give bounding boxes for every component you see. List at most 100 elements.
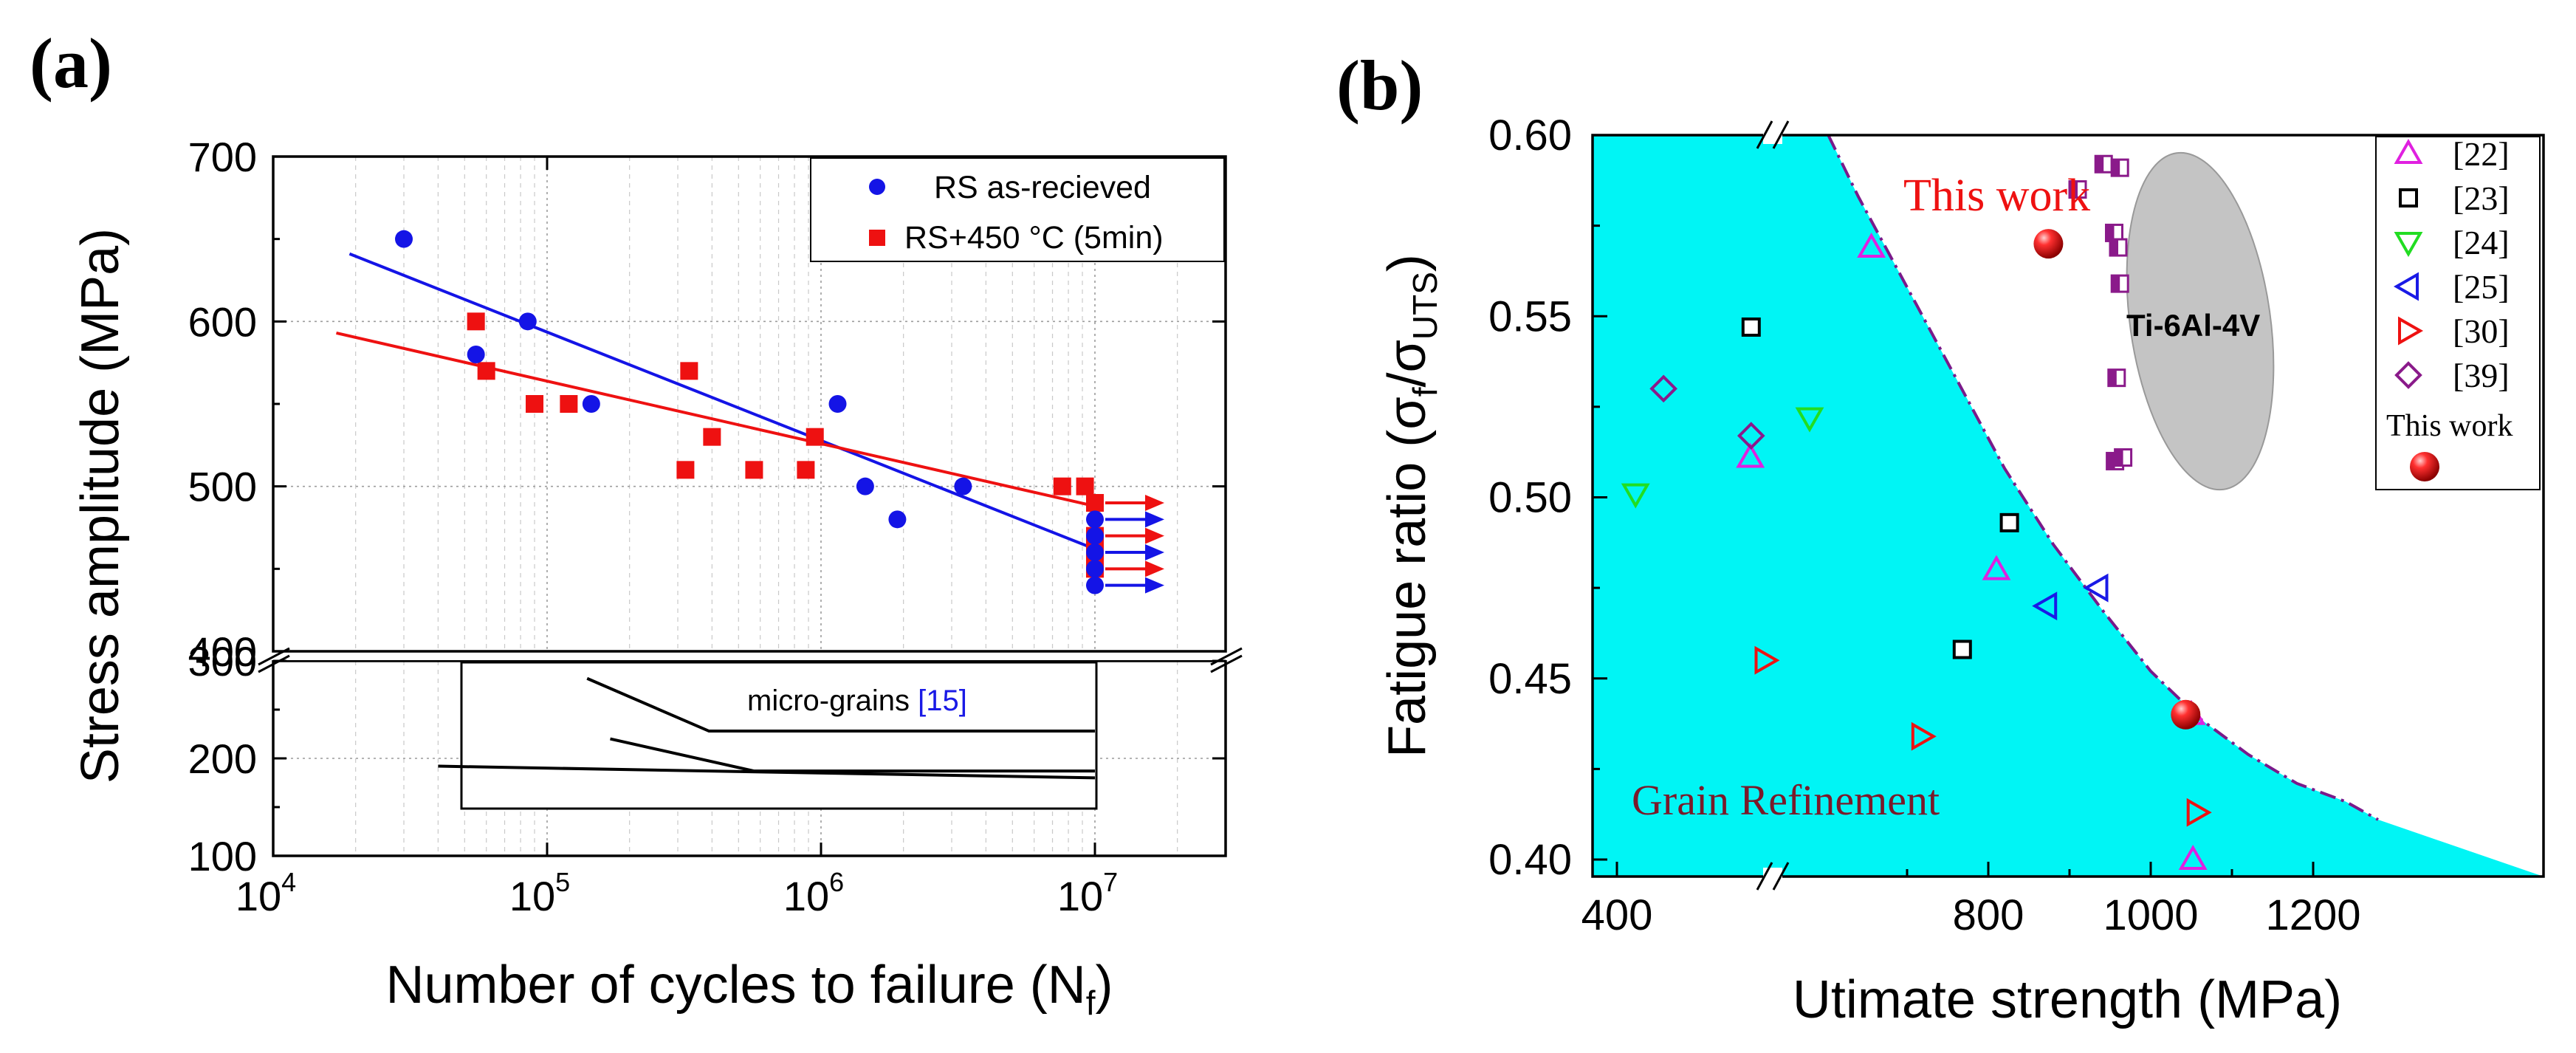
panel-b-label: (b) [1336,46,1423,125]
point-39 [1649,374,1677,403]
panel-a-xlabel-main: Number of cycles to failure (N [385,956,1085,1015]
point-this-work [2171,699,2201,730]
legend-marker-30 [2398,316,2424,346]
inset-label-text: micro-grains [747,685,910,717]
point-39 [1737,422,1765,450]
panel-b-ylabel-slash: /σ [1378,340,1437,387]
panel-b-xbreak-mark-1 [1756,862,1773,891]
ytick-label: 100 [188,833,257,879]
point-rs-450 [797,461,815,479]
xtick-label: 800 [1953,891,2024,939]
panel-b-ylabel-sub-uts: UTS [1406,272,1444,340]
ytick-label: 500 [188,464,257,510]
point-rs-450 [1076,477,1094,495]
point-rs-450 [806,428,824,446]
point-rs-450 [1085,494,1104,512]
panel-b-ticks [1593,134,2315,877]
panel-a-legend: RS as-recieved RS+450 °C (5min) [810,157,1225,262]
point-rs-450 [477,362,495,380]
half-square-fill [2106,224,2115,241]
xtick-label: 106 [783,867,844,919]
legend-label-this-work: This work [2386,409,2513,443]
point-rs-450 [745,461,763,479]
panel-b-ylabel-close: ) [1378,254,1437,272]
panel-a-label: (a) [30,24,112,103]
legend-label-39: [39] [2453,357,2510,394]
panel-b-frame [1591,134,2545,878]
panel-a-runout-arrows [1105,495,1164,594]
panel-a-xlabel: Number of cycles to failure (Nf) [385,956,1113,1022]
panel-b-tick-labels: 0.40 0.45 0.50 0.55 0.60 400 800 1000 1200 [1488,112,2360,939]
boundary-curve [1827,134,2379,821]
half-square-fill [2070,181,2078,198]
runout-arrow-head [1144,577,1164,594]
panel-a-data-points [395,230,1104,594]
point-rs-450 [1053,477,1071,495]
point-ti-6al-4v [2109,238,2128,257]
point-24 [1621,483,1650,509]
ytick-label: 200 [188,735,257,782]
panel-a-fit-lines [336,252,1096,551]
point-22 [1857,233,1886,258]
runout-arrow-head [1144,560,1164,577]
xtick-label-base: 10 [509,873,555,919]
ytick-label: 0.45 [1488,655,1572,703]
shaded-region [1593,135,2544,877]
legend-label-22: [22] [2453,135,2510,173]
point-30 [2186,798,2212,827]
inset-line [438,764,1096,780]
half-square-fill [2110,239,2118,256]
half-square-fill [2095,156,2104,173]
point-22 [1736,442,1765,468]
panel-b-xbreak-gap [1763,868,1782,885]
point-ti-6al-4v [2107,368,2126,388]
panel-b-ylabel-main: Fatigue ratio (σ [1378,397,1437,758]
point-23 [1741,317,1761,337]
half-square-fill [2112,160,2120,176]
inset-line [586,676,1095,733]
panel-b-data-points [1621,154,2212,870]
ytick-label: 0.40 [1488,836,1572,884]
legend-marker-39 [2394,361,2422,389]
point-rs-as-received [582,395,600,413]
xtick-label-exponent: 5 [555,867,570,897]
point-22 [2178,844,2208,870]
ytick-label: 300 [188,638,257,685]
point-rs-as-received [954,477,972,495]
point-30 [1754,645,1780,675]
legend-marker-rs-450 [869,230,885,246]
point-rs-as-received [395,230,413,248]
inset-lines [438,676,1096,780]
runout-arrow-head [1144,511,1164,528]
point-rs-450 [467,312,485,331]
xtick-label-base: 10 [236,873,281,919]
panel-b-ylabel: Fatigue ratio (σf/σUTS) [1378,254,1444,758]
point-23 [1999,512,2019,532]
point-rs-as-received [888,510,907,529]
panel-b-xbreak-mark-top-2 [1772,120,1790,149]
legend-label-30: [30] [2453,312,2510,350]
half-square-fill [2112,275,2120,292]
point-ti-6al-4v [2110,158,2129,177]
point-rs-as-received [518,312,537,331]
xtick-label: 400 [1581,891,1653,939]
xtick-label-base: 10 [783,873,829,919]
point-this-work [2033,229,2064,259]
inset-label: micro-grains [15] [747,685,967,717]
xtick-label: 1200 [2265,891,2360,939]
xtick-label: 107 [1057,867,1118,919]
legend-marker-25 [2393,272,2419,301]
panel-b-legend: [22] [23] [24] [25] [30] [39] This work [2375,135,2541,490]
runout-arrow-head [1144,544,1164,560]
point-rs-450 [680,362,698,380]
point-24 [1795,407,1824,433]
xtick-label-base: 10 [1057,873,1103,919]
legend-marker-this-work [2410,452,2439,481]
point-rs-450 [676,461,695,479]
ytick-label: 400 [188,628,257,675]
inset-box [460,661,1098,810]
point-rs-as-received [1085,543,1104,561]
half-square-fill [2108,369,2117,386]
panel-a-xlabel-close: ) [1096,956,1113,1015]
